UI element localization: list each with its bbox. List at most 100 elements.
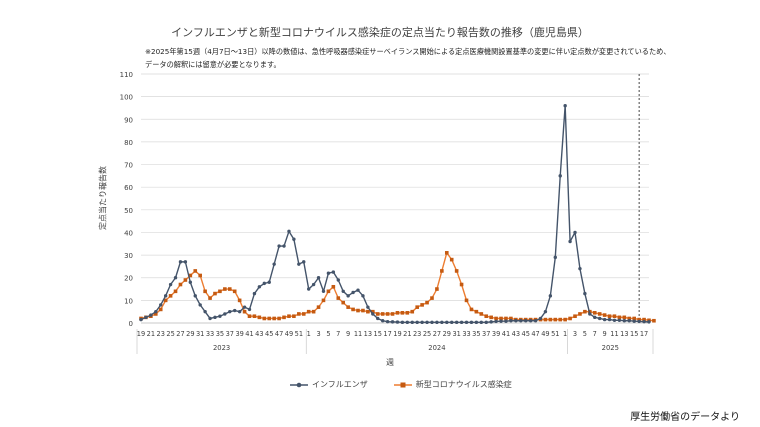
data-point-influenza — [193, 294, 197, 298]
data-point-covid — [652, 318, 656, 323]
data-point-influenza — [533, 319, 538, 323]
data-point-covid — [267, 316, 272, 321]
legend-item-influenza: インフルエンザ — [290, 379, 368, 390]
y-tick-label: 100 — [120, 94, 133, 102]
data-point-influenza — [326, 271, 331, 275]
data-point-covid — [469, 307, 474, 312]
data-point-covid — [208, 296, 212, 300]
x-tick-label: 1 — [307, 330, 311, 338]
data-point-covid — [316, 305, 321, 309]
data-point-influenza — [282, 244, 286, 248]
x-axis-label: 週 — [386, 358, 394, 367]
data-point-influenza — [548, 294, 553, 298]
data-point-covid — [573, 314, 577, 319]
data-point-influenza — [361, 294, 365, 298]
data-point-influenza — [356, 288, 360, 292]
data-point-influenza — [440, 320, 444, 325]
data-point-influenza — [159, 303, 163, 307]
data-point-influenza — [504, 319, 508, 323]
x-tick-label: 15 — [630, 330, 638, 338]
data-point-influenza — [563, 103, 567, 108]
data-point-influenza — [519, 319, 523, 323]
chart-note-line-2: データの解釈には留意が必要となります。 — [145, 60, 281, 69]
x-tick-label: 25 — [166, 330, 174, 338]
data-point-influenza — [514, 319, 518, 323]
data-point-covid — [168, 294, 173, 298]
x-tick-label: 51 — [551, 330, 559, 338]
data-point-influenza — [247, 307, 252, 312]
data-point-covid — [163, 298, 168, 303]
x-tick-label: 11 — [354, 330, 362, 338]
data-point-covid — [415, 305, 419, 309]
data-point-influenza — [435, 320, 439, 325]
data-point-influenza — [479, 320, 484, 325]
data-point-covid — [494, 316, 498, 321]
data-point-covid — [509, 316, 513, 321]
data-point-influenza — [267, 280, 271, 284]
data-point-covid — [237, 298, 242, 303]
data-point-influenza — [321, 289, 326, 294]
series-line-influenza — [140, 104, 650, 324]
data-point-covid — [158, 307, 163, 312]
data-point-influenza — [233, 308, 237, 313]
data-point-influenza — [484, 320, 488, 325]
data-point-influenza — [593, 315, 597, 320]
y-tick-label: 70 — [124, 162, 133, 170]
data-point-covid — [479, 312, 484, 316]
data-point-influenza — [139, 317, 143, 322]
data-point-covid — [203, 289, 207, 294]
data-point-influenza — [154, 309, 158, 314]
data-point-influenza — [218, 314, 222, 318]
data-point-covid — [218, 289, 222, 294]
data-point-influenza — [395, 320, 400, 324]
data-point-influenza — [262, 281, 267, 286]
data-point-influenza — [302, 260, 306, 264]
data-point-influenza — [173, 276, 178, 280]
data-point-influenza — [459, 320, 464, 325]
data-point-covid — [430, 296, 434, 300]
data-point-influenza — [528, 319, 533, 323]
data-point-influenza — [252, 291, 257, 296]
data-point-covid — [375, 312, 380, 316]
data-point-covid — [425, 300, 429, 305]
x-tick-label: 17 — [640, 330, 648, 338]
data-point-covid — [247, 314, 252, 319]
data-point-influenza — [499, 319, 503, 323]
data-point-covid — [449, 257, 454, 262]
x-tick-label: 47 — [275, 330, 283, 338]
data-point-covid — [331, 284, 336, 289]
data-point-influenza — [464, 320, 469, 325]
y-tick-label: 90 — [124, 116, 133, 124]
data-point-covid — [188, 273, 193, 278]
data-point-influenza — [430, 320, 434, 325]
data-point-influenza — [163, 294, 168, 298]
y-tick-label: 50 — [124, 207, 133, 215]
data-point-covid — [435, 287, 439, 291]
x-tick-label: 41 — [502, 330, 510, 338]
data-point-influenza — [474, 320, 479, 325]
data-point-covid — [440, 269, 444, 273]
data-point-covid — [252, 314, 257, 319]
data-point-influenza — [346, 294, 350, 298]
data-point-influenza — [450, 320, 454, 325]
x-tick-label: 35 — [472, 330, 480, 338]
data-point-influenza — [612, 318, 617, 322]
data-point-influenza — [149, 313, 153, 317]
data-point-covid — [232, 289, 237, 294]
grid-layer — [141, 73, 649, 324]
data-point-influenza — [242, 305, 247, 309]
data-point-influenza — [385, 319, 390, 324]
data-point-influenza — [376, 316, 380, 321]
y-tick-label: 0 — [129, 320, 133, 328]
data-point-influenza — [213, 315, 217, 320]
data-point-influenza — [371, 312, 375, 316]
x-tick-label: 5 — [583, 330, 587, 338]
data-point-influenza — [257, 285, 262, 289]
year-label: 2023 — [213, 344, 230, 352]
data-point-influenza — [597, 316, 602, 321]
x-tick-label: 5 — [326, 330, 330, 338]
data-point-covid — [297, 312, 301, 316]
data-point-influenza — [588, 312, 592, 316]
data-point-influenza — [168, 282, 173, 287]
